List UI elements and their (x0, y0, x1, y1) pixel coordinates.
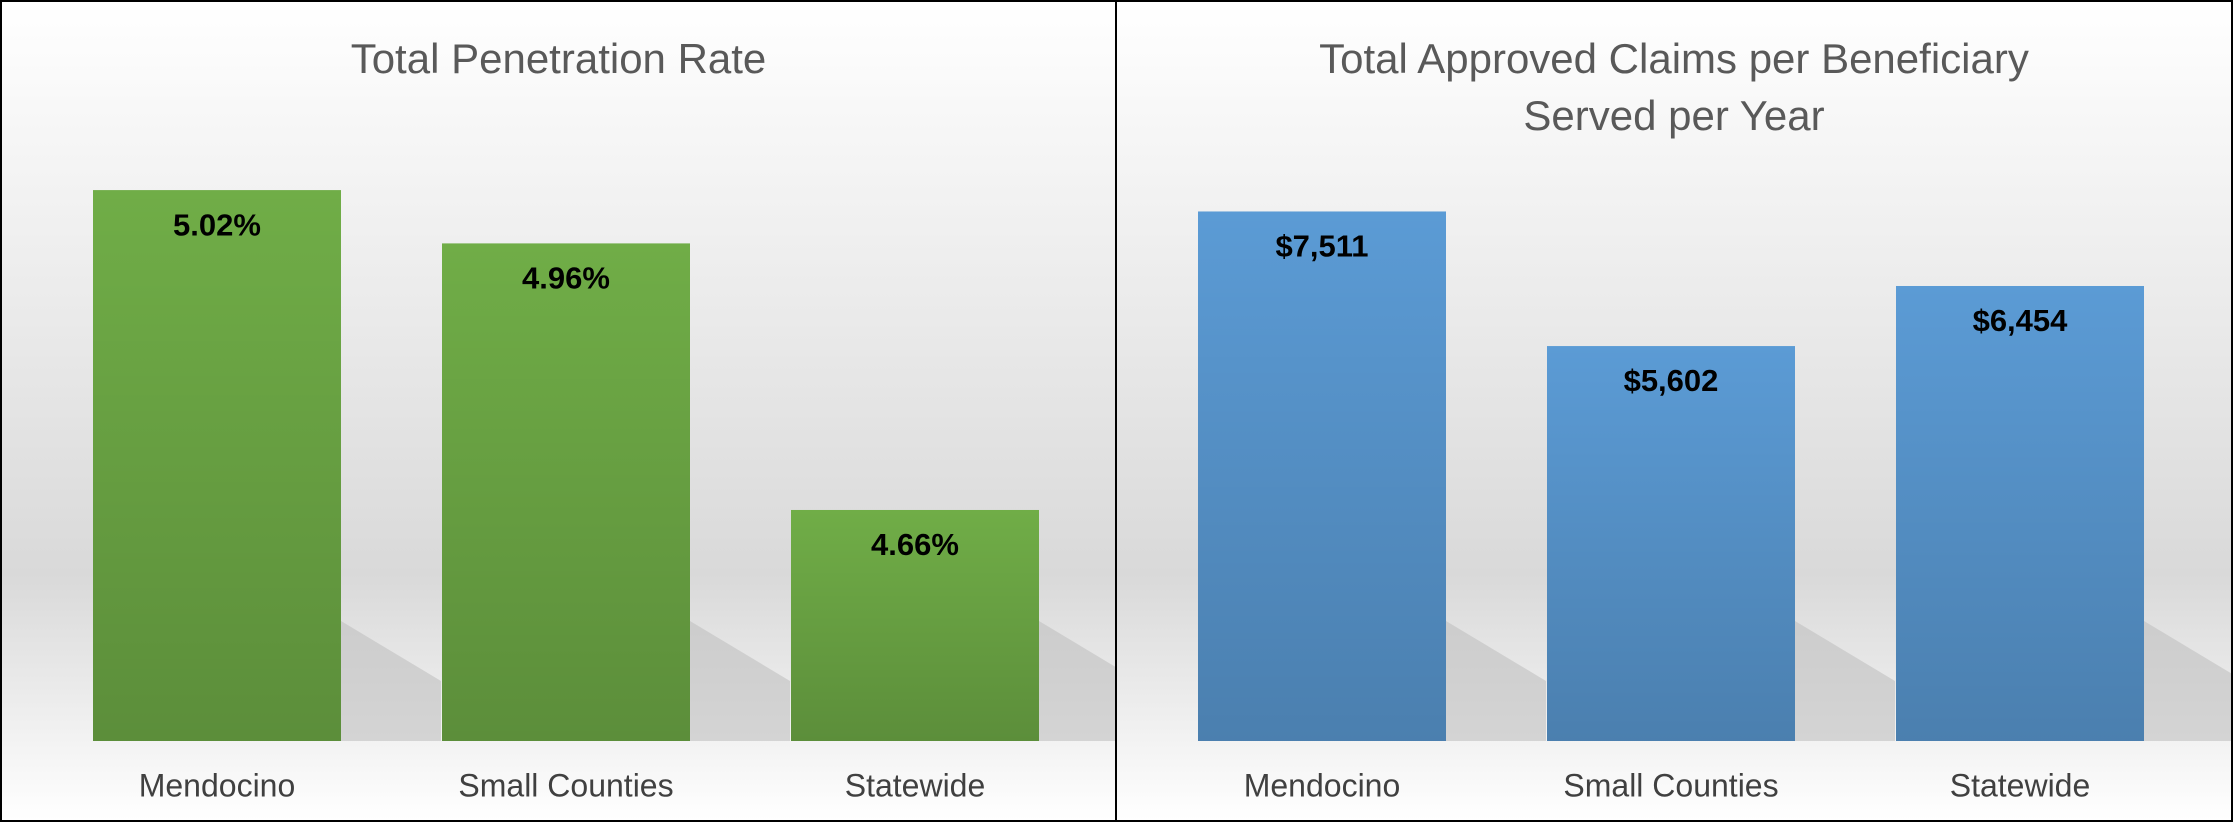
bar-shade (442, 243, 690, 741)
bar-shadow (1795, 621, 1895, 741)
chart: $7,511 Mendocino $5,602 Small Counties $6,45… (1198, 211, 2231, 803)
bar-shadow (1446, 621, 1546, 741)
x-tick-label: Statewide (1950, 767, 2091, 803)
data-label: $6,454 (1973, 303, 2069, 338)
x-tick-label: Small Counties (1563, 767, 1778, 803)
chart-panel: Total Approved Claims per Beneficiary Se… (1115, 0, 2233, 822)
bar-shadow (341, 621, 441, 741)
bar-shade (93, 190, 341, 742)
chart-panel: Total Penetration Rate 5.02% Mendocino 4.9… (0, 0, 1117, 822)
x-tick-label: Mendocino (139, 767, 296, 803)
data-label: 4.66% (871, 527, 959, 562)
bar-shade (1547, 346, 1795, 741)
data-label: 5.02% (173, 207, 261, 242)
bar-shade (791, 509, 1039, 741)
bar-shadow (690, 621, 790, 741)
x-tick-label: Mendocino (1244, 767, 1401, 803)
x-tick-label: Statewide (845, 767, 986, 803)
bar-shade (1896, 285, 2144, 741)
x-tick-label: Small Counties (458, 767, 673, 803)
bar-shadow (2144, 621, 2231, 741)
bar-shadow (1039, 621, 1115, 741)
chart: 5.02% Mendocino 4.96% Small Counties 4.66% St… (93, 190, 1115, 803)
chart-title: Total Penetration Rate (350, 35, 767, 82)
data-label: $5,602 (1624, 363, 1719, 398)
data-label: $7,511 (1275, 229, 1368, 264)
chart-title: Total Approved Claims per Beneficiary Se… (1319, 35, 2029, 139)
bar-shade (1198, 211, 1446, 742)
data-label: 4.96% (522, 261, 610, 296)
